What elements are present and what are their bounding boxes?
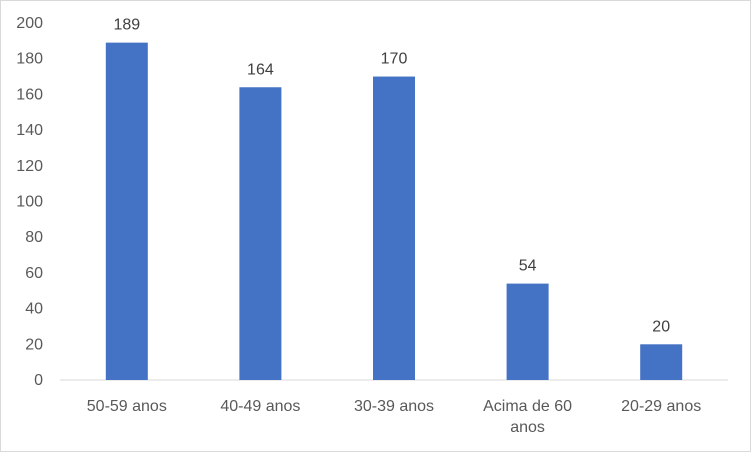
bar	[239, 87, 282, 380]
category-label: anos	[510, 419, 545, 436]
category-label: 30-39 anos	[354, 398, 434, 415]
y-tick-label: 0	[34, 372, 43, 389]
bar	[105, 42, 148, 380]
category-label: 50-59 anos	[87, 398, 167, 415]
bar	[506, 283, 549, 380]
data-label: 20	[652, 318, 670, 335]
y-tick-label: 140	[16, 122, 43, 139]
y-tick-label: 120	[16, 158, 43, 175]
bar	[373, 76, 415, 381]
data-label: 170	[381, 51, 408, 68]
bar	[640, 344, 683, 380]
y-tick-label: 60	[25, 265, 43, 282]
y-tick-label: 180	[16, 51, 43, 68]
category-label: 20-29 anos	[621, 398, 701, 415]
y-tick-label: 100	[16, 194, 43, 211]
y-tick-label: 200	[16, 15, 43, 32]
data-label: 164	[247, 61, 274, 78]
data-label: 54	[519, 258, 537, 275]
y-tick-label: 80	[25, 229, 43, 246]
category-label: Acima de 60	[483, 398, 572, 415]
data-label: 189	[113, 17, 140, 34]
y-tick-label: 40	[25, 301, 43, 318]
y-tick-label: 20	[25, 336, 43, 353]
y-tick-label: 160	[16, 86, 43, 103]
category-label: 40-49 anos	[220, 398, 300, 415]
